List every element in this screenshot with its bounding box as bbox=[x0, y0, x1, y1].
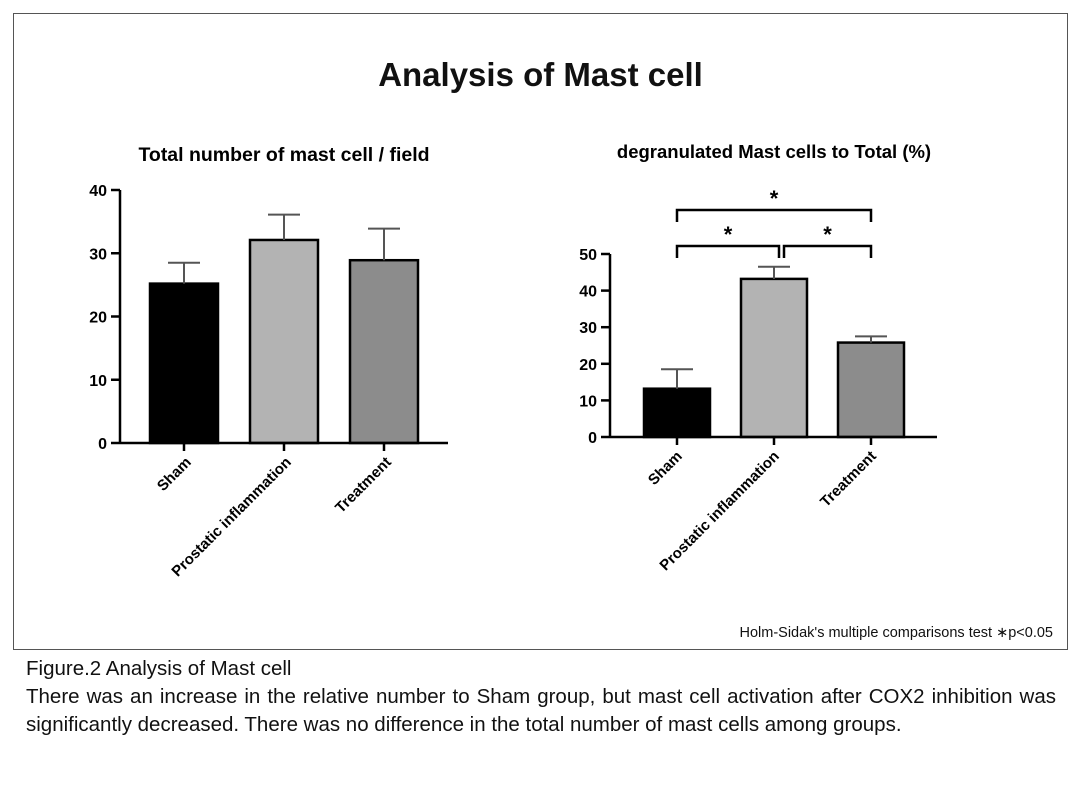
bar bbox=[836, 341, 906, 439]
bar bbox=[642, 387, 712, 439]
y-tick-label: 40 bbox=[579, 284, 597, 301]
significance-star: * bbox=[724, 222, 733, 247]
y-tick-label: 30 bbox=[579, 320, 597, 337]
caption-title: Figure.2 Analysis of Mast cell bbox=[26, 657, 292, 680]
category-label: Sham bbox=[154, 454, 195, 495]
significance-star: * bbox=[770, 186, 779, 211]
significance-bracket bbox=[675, 244, 781, 258]
significance-star: * bbox=[823, 222, 832, 247]
y-tick-label: 0 bbox=[588, 430, 597, 447]
bar bbox=[148, 282, 220, 445]
significance-bracket bbox=[675, 208, 873, 222]
charts-canvas: Total number of mast cell / field 0 10 20 30… bbox=[89, 141, 937, 580]
figure-panel: Analysis of Mast cell Total number of ma… bbox=[13, 13, 1068, 650]
y-tick-label: 50 bbox=[579, 247, 597, 264]
figure-title: Analysis of Mast cell bbox=[378, 56, 703, 93]
chart-1: Total number of mast cell / field 0 10 20 30… bbox=[89, 144, 448, 580]
category-label: Sham bbox=[645, 448, 686, 489]
y-tick-label: 0 bbox=[98, 436, 107, 453]
chart-title: degranulated Mast cells to Total (%) bbox=[617, 141, 931, 162]
chart-title: Total number of mast cell / field bbox=[138, 144, 429, 166]
bar bbox=[739, 277, 809, 439]
y-tick-label: 20 bbox=[89, 310, 107, 327]
significance-bracket bbox=[782, 244, 873, 258]
figure-caption: Figure.2 Analysis of Mast cell There was… bbox=[26, 655, 1056, 739]
caption-body: There was an increase in the relative nu… bbox=[26, 685, 1056, 736]
bar bbox=[248, 238, 320, 445]
y-tick-label: 40 bbox=[89, 183, 107, 200]
category-label: Treatment bbox=[817, 448, 880, 511]
statistics-footnote: Holm-Sidak's multiple comparisons test ∗… bbox=[739, 625, 1053, 641]
y-tick-label: 30 bbox=[89, 246, 107, 263]
category-label: Treatment bbox=[332, 454, 395, 517]
y-tick-label: 20 bbox=[579, 357, 597, 374]
y-tick-label: 10 bbox=[89, 373, 107, 390]
chart-2: degranulated Mast cells to Total (%) 0 10 2… bbox=[579, 141, 937, 574]
bar bbox=[348, 258, 420, 445]
y-tick-label: 10 bbox=[579, 393, 597, 410]
